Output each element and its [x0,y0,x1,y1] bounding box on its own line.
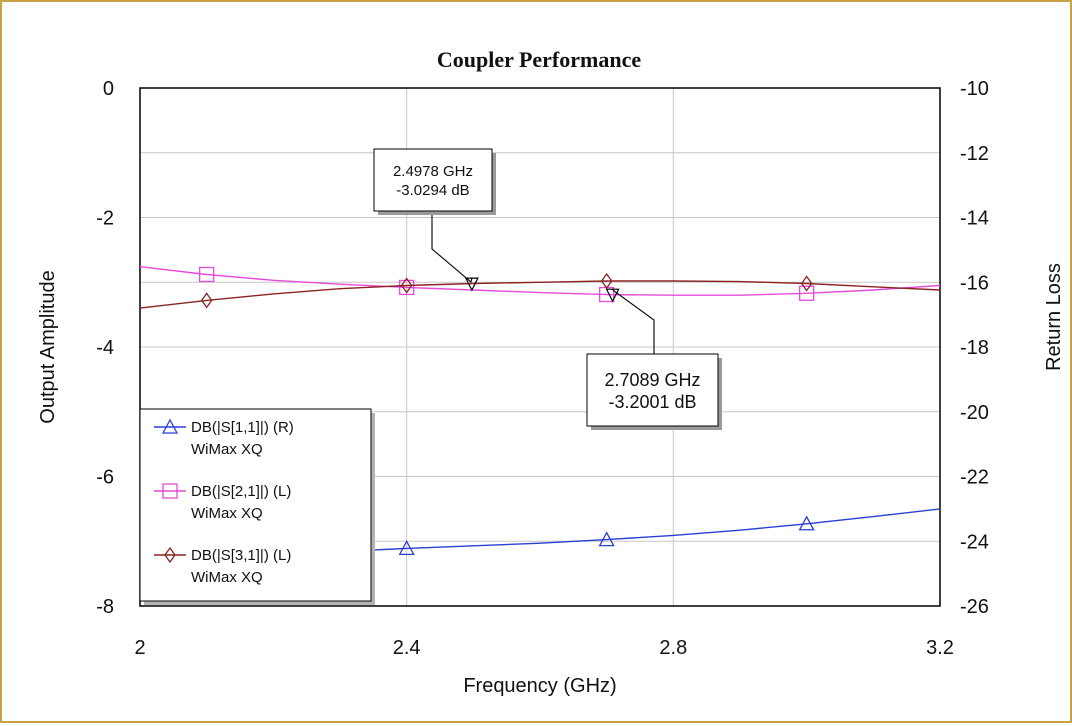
annotation-value: -3.0294 dB [396,182,469,199]
x-tick-label: 3.2 [926,637,954,659]
right-tick-label: -16 [960,272,989,294]
right-tick-label: -18 [960,337,989,359]
chart-title: Coupler Performance [437,47,641,72]
legend-series-sub: WiMax XQ [191,569,263,586]
right-tick-label: -24 [960,531,989,553]
left-tick-label: -4 [96,337,114,359]
series-marker-1 [398,540,415,556]
left-axis-label: Output Amplitude [37,270,59,423]
annotation-leader [431,211,473,283]
legend-items: DB(|S[1,1]|) (R) WiMax XQ DB(|S[2,1]|) (L)… [154,418,294,586]
left-tick-label: -6 [96,467,114,489]
left-tick-label: -8 [96,596,114,618]
legend-series-name: DB(|S[2,1]|) (L) [191,483,291,500]
series-marker-3 [200,292,213,309]
x-tick-label: 2.4 [393,637,421,659]
right-tick-label: -26 [960,596,989,618]
annotation-value: -3.2001 dB [608,392,696,412]
legend-marker-icon-2 [162,483,178,499]
legend-series-sub: WiMax XQ [191,441,263,458]
legend-marker-icon-1 [161,418,179,434]
annotation-box [373,148,493,212]
right-tick-label: -10 [960,78,989,100]
right-axis-label: Return Loss [1043,263,1065,371]
annotation-leader [612,288,655,354]
right-tick-label: -12 [960,143,989,165]
x-tick-label: 2 [134,637,145,659]
right-axis-ticks: -10 -12 -14 -16 -18 -20 -22 -24 -26 [960,78,989,618]
series-marker-3 [800,275,813,292]
annotation-marker-icon [605,288,620,303]
right-tick-label: -20 [960,402,989,424]
series-marker-1 [798,515,815,531]
plot-border [139,87,941,607]
series-line-2 [139,266,941,296]
right-tick-label: -14 [960,208,989,230]
left-tick-label: 0 [103,78,114,100]
legend-series-name: DB(|S[3,1]|) (L) [191,547,291,564]
legend: DB(|S[1,1]|) (R) WiMax XQ DB(|S[2,1]|) (L)… [139,408,375,605]
right-tick-label: -22 [960,467,989,489]
legend-series-sub: WiMax XQ [191,505,263,522]
x-tick-label: 2.8 [659,637,687,659]
series-marker-3 [400,277,413,294]
marker-annotations: 2.4978 GHz -3.0294 dB 2.7089 GHz-3.2001 dB [373,148,722,430]
legend-box [139,408,372,602]
x-axis-ticks: 2 2.4 2.8 3.2 [134,637,953,659]
series-marker-1 [598,531,615,547]
series-line-3 [139,280,941,309]
left-tick-label: -2 [96,208,114,230]
left-axis-ticks: 0 -2 -4 -6 -8 [96,78,114,618]
series-marker-2 [799,285,815,301]
series-marker-2 [199,266,215,283]
legend-series-name: DB(|S[1,1]|) (R) [191,419,294,436]
annotation-marker-icon [464,277,479,292]
annotation-frequency: 2.7089 GHz [604,370,700,390]
annotation-box [586,353,719,427]
annotation-frequency: 2.4978 GHz [393,163,473,180]
x-axis-label: Frequency (GHz) [463,675,616,697]
legend-marker-icon-3 [164,546,176,564]
series-marker-3 [600,272,613,290]
series-marker-2 [399,279,415,296]
